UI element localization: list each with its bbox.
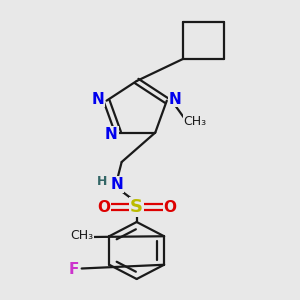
Text: S: S bbox=[130, 198, 143, 216]
Text: N: N bbox=[92, 92, 105, 107]
Text: H: H bbox=[97, 175, 107, 188]
Text: N: N bbox=[105, 127, 118, 142]
Text: N: N bbox=[169, 92, 182, 107]
Text: CH₃: CH₃ bbox=[70, 229, 93, 242]
Text: N: N bbox=[110, 177, 123, 192]
Text: O: O bbox=[164, 200, 176, 214]
Text: F: F bbox=[68, 262, 79, 278]
Text: CH₃: CH₃ bbox=[183, 115, 207, 128]
Text: O: O bbox=[97, 200, 110, 214]
